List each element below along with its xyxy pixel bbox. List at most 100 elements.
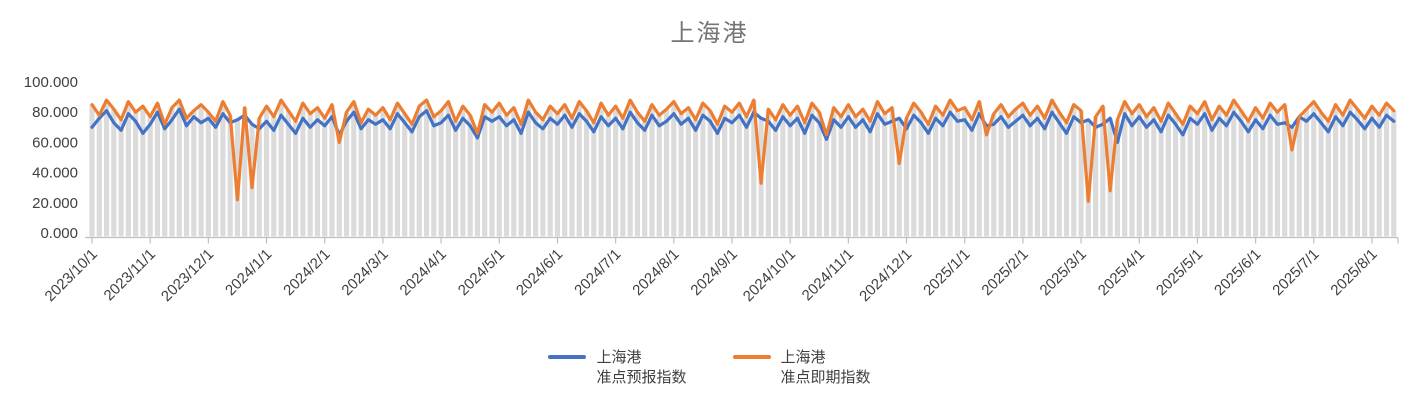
x-tick-label: 2024/11/1 (799, 246, 857, 304)
drop-line (1143, 116, 1150, 237)
drop-line (969, 119, 975, 237)
drop-line (722, 106, 728, 237)
drop-line (1231, 100, 1237, 237)
drop-line (1216, 106, 1222, 237)
x-tick-label: 2023/12/1 (158, 246, 217, 305)
x-tick-label: 2025/2/1 (978, 246, 1031, 299)
drop-line (947, 100, 953, 237)
drop-line (583, 110, 590, 237)
drop-line (1369, 106, 1375, 237)
drop-line (802, 122, 808, 237)
drop-line (1383, 103, 1390, 237)
drop-line (1274, 112, 1281, 237)
drop-line (1005, 116, 1011, 237)
drop-line (1238, 110, 1244, 237)
drop-line (1303, 109, 1310, 237)
drop-line (438, 110, 444, 237)
x-tick-label: 2025/4/1 (1095, 246, 1148, 299)
drop-line (1078, 110, 1084, 237)
drop-line (627, 100, 633, 237)
drop-line (474, 133, 481, 237)
drop-line (242, 107, 248, 237)
drop-line (765, 109, 771, 237)
drop-line (1042, 118, 1048, 237)
drop-line (205, 112, 211, 237)
drop-line (671, 101, 677, 237)
drop-line (882, 113, 888, 237)
drop-line (649, 104, 655, 237)
drop-line (467, 115, 473, 237)
drop-line (925, 124, 931, 237)
drop-line (1100, 106, 1106, 237)
x-tick-label: 2024/7/1 (571, 246, 624, 299)
drop-line (845, 104, 851, 237)
drop-line (409, 124, 415, 237)
x-tick-label: 2024/3/1 (338, 246, 391, 299)
drop-line (794, 106, 801, 237)
y-tick-label: 80.000 (32, 104, 78, 121)
drop-line (751, 100, 757, 237)
legend-item-forecast[interactable]: 上海港 准点预报指数 (548, 348, 687, 389)
drop-line (1085, 119, 1091, 237)
drop-line (1194, 113, 1201, 237)
chart-title: 上海港 (670, 20, 749, 47)
drop-line (1267, 103, 1273, 237)
drop-line (1158, 121, 1164, 237)
drop-line (1391, 110, 1397, 237)
y-tick-labels: 0.000 20.000 40.000 60.000 80.000 100.000 (24, 74, 78, 242)
drop-line (605, 115, 611, 237)
spot-index-line (90, 98, 1396, 203)
drop-line (714, 124, 721, 237)
drop-line (700, 103, 706, 237)
drop-line (1027, 115, 1033, 237)
drop-line (874, 101, 881, 237)
drop-line (285, 110, 291, 237)
drop-line (896, 118, 902, 237)
drop-line (1223, 115, 1230, 237)
y-tick-label: 0.000 (40, 225, 78, 242)
drop-line (656, 115, 662, 237)
drop-line (983, 125, 990, 237)
drop-line (307, 113, 313, 237)
drop-line (940, 115, 946, 237)
drop-line (787, 115, 793, 237)
legend-item-spot[interactable]: 上海港 准点即期指数 (732, 348, 871, 389)
x-tick-label: 2025/8/1 (1327, 246, 1380, 299)
spot-line-label: 上海港 准点即期指数 (781, 348, 871, 389)
drop-lines-layer (89, 100, 1397, 237)
drop-line (562, 104, 568, 237)
drop-line (154, 103, 161, 237)
drop-line (693, 119, 699, 237)
drop-line (1296, 116, 1302, 237)
drop-line (569, 118, 575, 237)
x-tick-label: 2025/5/1 (1153, 246, 1206, 299)
x-tick-label: 2025/7/1 (1269, 246, 1322, 299)
drop-line (1311, 101, 1317, 237)
drop-line (1202, 101, 1208, 237)
drop-line (743, 116, 750, 237)
drop-line (89, 104, 95, 237)
drop-line (300, 103, 306, 237)
x-tick-label: 2024/2/1 (280, 246, 333, 299)
drop-line (445, 101, 451, 237)
x-axis (85, 236, 1399, 244)
drop-line (293, 121, 299, 237)
drop-line (314, 107, 321, 237)
drop-line (387, 119, 393, 237)
drop-line (1282, 104, 1288, 237)
drop-line (838, 116, 844, 237)
drop-line (147, 116, 153, 237)
drop-line (962, 107, 968, 237)
drop-line (620, 118, 626, 237)
forecast-index-line (90, 107, 1396, 144)
drop-line (525, 100, 531, 237)
drop-line (380, 107, 386, 237)
drop-line (118, 119, 124, 237)
drop-line (707, 110, 713, 237)
drop-line (591, 122, 597, 237)
drop-line (416, 106, 422, 237)
spot-line-swatch (732, 355, 771, 359)
drop-line (816, 112, 822, 237)
drop-line (1253, 107, 1259, 237)
